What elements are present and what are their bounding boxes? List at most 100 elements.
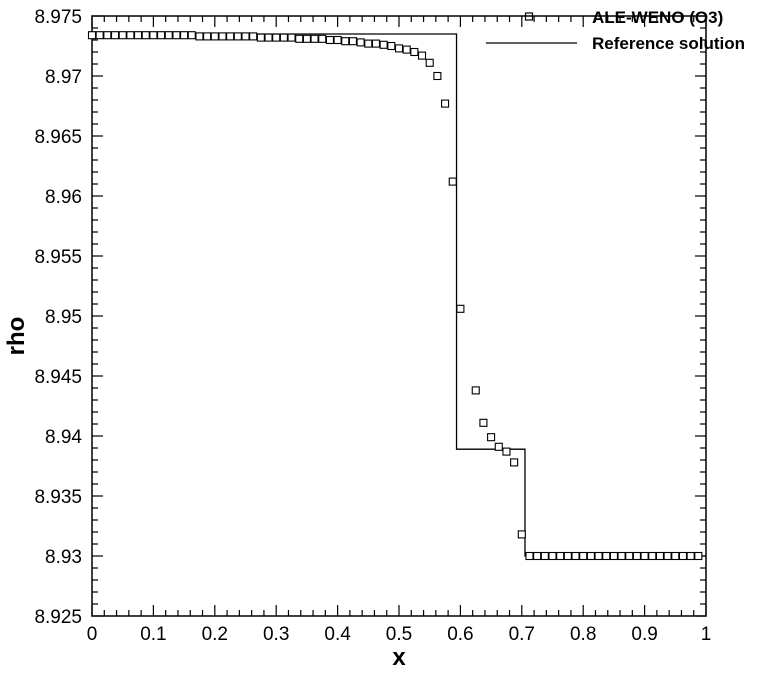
ale-weno-point [517, 530, 526, 539]
ale-weno-point [648, 551, 657, 561]
ale-weno-point [448, 177, 457, 186]
ale-weno-point [141, 31, 150, 40]
reference-solution-series [92, 33, 706, 557]
y-tick-label: 8.97 [45, 67, 82, 88]
x-tick-label: 0.8 [570, 624, 596, 645]
ale-weno-point [172, 31, 181, 40]
ale-weno-point [655, 551, 665, 561]
ale-weno-point [272, 33, 281, 42]
ale-weno-point [671, 551, 680, 561]
ale-weno-point [295, 34, 304, 43]
ale-weno-series [87, 31, 703, 561]
ale-weno-point [686, 551, 695, 561]
x-tick-label: 1 [701, 624, 712, 645]
ale-weno-point [241, 32, 250, 41]
ale-weno-point [287, 33, 296, 42]
ale-weno-point [471, 386, 480, 395]
ale-weno-point [203, 32, 212, 41]
ale-weno-point [164, 31, 173, 40]
ale-weno-point [157, 31, 166, 40]
ale-weno-point [310, 34, 319, 43]
x-tick-label: 0.9 [631, 624, 657, 645]
ale-weno-point [609, 551, 618, 561]
legend: ALE-WENO (O3) Reference solution [486, 8, 745, 53]
ale-weno-point [118, 31, 127, 40]
ale-weno-point [341, 37, 350, 46]
ale-weno-point [187, 31, 196, 40]
ale-weno-point [479, 418, 488, 427]
ale-weno-point [134, 31, 143, 40]
ale-weno-point [233, 32, 242, 41]
ale-weno-point [149, 31, 158, 40]
ale-weno-point [302, 34, 311, 43]
ale-weno-point [556, 551, 565, 561]
ale-weno-point [425, 58, 434, 67]
ale-weno-point [387, 41, 396, 51]
ale-weno-point [456, 304, 465, 313]
x-tick-label: 0.5 [386, 624, 412, 645]
y-tick-label: 8.945 [34, 367, 82, 388]
legend-label-reference: Reference solution [592, 34, 745, 53]
y-tick-label: 8.95 [45, 307, 82, 328]
ale-weno-point [226, 32, 235, 41]
axis-ticks [91, 15, 707, 617]
ale-weno-point [333, 35, 342, 45]
ale-weno-point [440, 99, 450, 108]
y-axis-label: rho [3, 317, 30, 356]
ale-weno-point [103, 31, 112, 40]
y-tick-label: 8.965 [34, 127, 82, 148]
ale-weno-point [195, 32, 204, 41]
ale-weno-point [394, 44, 404, 53]
plot-border [91, 15, 707, 617]
ale-weno-point [249, 32, 258, 41]
ale-weno-point [379, 40, 388, 49]
y-tick-label: 8.975 [34, 7, 82, 28]
x-tick-label: 0.1 [140, 624, 166, 645]
y-tick-label: 8.955 [34, 247, 82, 268]
ale-weno-point [126, 31, 135, 40]
ale-weno-point [571, 551, 580, 561]
ale-weno-point [417, 51, 427, 60]
legend-label-ale-weno: ALE-WENO (O3) [592, 8, 723, 27]
plot-frame [91, 15, 707, 617]
ale-weno-point [180, 31, 189, 40]
y-tick-label: 8.96 [45, 187, 82, 208]
ale-weno-point [678, 551, 688, 561]
ale-weno-point [95, 31, 104, 40]
x-tick-label: 0.7 [509, 624, 535, 645]
x-tick-label: 0.4 [324, 624, 351, 645]
reference-solution-line [92, 33, 706, 557]
ale-weno-point [110, 31, 120, 40]
ale-weno-point [494, 442, 503, 451]
y-tick-label: 8.925 [34, 607, 82, 628]
ale-weno-point [510, 458, 519, 467]
ale-weno-point [279, 33, 288, 42]
legend-marker-ale-weno [524, 12, 534, 21]
ale-weno-point [632, 551, 641, 561]
ale-weno-point [410, 47, 419, 57]
x-axis-label: x [392, 644, 406, 671]
ale-weno-point [433, 71, 442, 81]
ale-weno-point [617, 551, 626, 561]
ale-weno-point [371, 39, 381, 48]
ale-weno-point [364, 39, 373, 48]
ale-weno-point [487, 433, 496, 442]
ale-weno-point [256, 33, 265, 42]
ale-weno-point [218, 32, 227, 41]
ale-weno-point [525, 551, 534, 561]
ale-weno-point [563, 551, 572, 561]
ale-weno-point [663, 551, 672, 561]
ale-weno-point [602, 551, 611, 561]
ale-weno-point [318, 34, 327, 43]
ale-weno-point [264, 33, 273, 42]
ale-weno-point [579, 551, 588, 561]
ale-weno-point [625, 551, 634, 561]
ale-weno-point [694, 551, 703, 561]
y-tick-label: 8.935 [34, 487, 82, 508]
tick-labels: 0 0.1 0.2 0.3 0.4 0.5 0.6 0.7 0.8 0.9 1 8.925 8.93 8.… [34, 7, 711, 645]
ale-weno-point [348, 37, 358, 46]
ale-weno-point [210, 32, 219, 41]
ale-weno-point [594, 551, 603, 561]
ale-weno-point [540, 551, 549, 561]
